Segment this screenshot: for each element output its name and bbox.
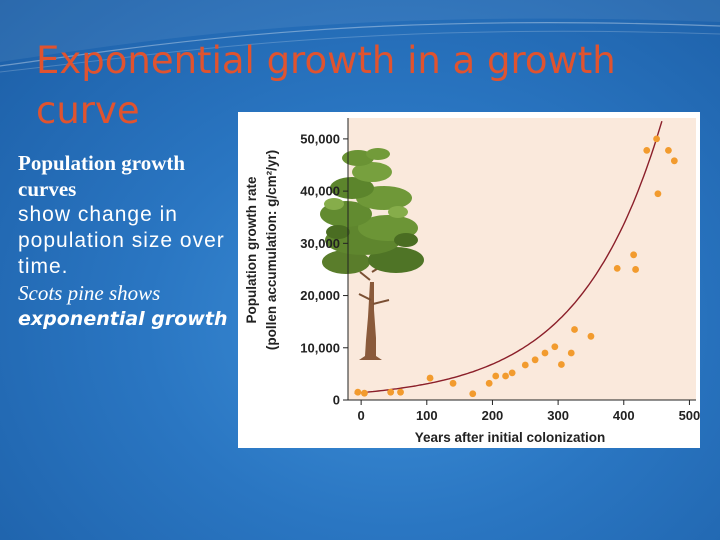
data-point: [613, 265, 621, 272]
y-tick-label: 50,000: [300, 131, 340, 146]
data-point: [670, 157, 678, 165]
data-point: [541, 349, 549, 357]
data-point: [643, 146, 651, 154]
data-point: [630, 251, 638, 259]
data-point: [426, 374, 434, 382]
y-tick-label: 40,000: [300, 184, 340, 199]
data-point: [361, 389, 368, 397]
data-point: [557, 361, 565, 368]
decorative-wave: [0, 0, 720, 73]
y-axis-label: Population growth rate: [244, 176, 259, 323]
bullet-example: Scots pine shows: [18, 281, 161, 305]
data-point: [567, 349, 575, 357]
data-point: [397, 388, 404, 396]
data-point: [387, 388, 395, 396]
bullet-heading: Population growth curves: [18, 151, 186, 201]
exponential-fit-curve: [354, 120, 663, 394]
chart-figure: 0 10,000 20,000 30,000 40,000 50,000 0 100 200 3…: [238, 112, 700, 448]
x-tick-label: 0: [358, 408, 365, 423]
x-tick-label: 400: [613, 408, 635, 423]
growth-chart: 0 10,000 20,000 30,000 40,000 50,000 0 100 200 3…: [244, 118, 700, 445]
data-point: [632, 266, 639, 273]
data-point: [587, 332, 595, 340]
data-point: [502, 372, 509, 380]
slide-title: Exponential growth in a growth curve: [36, 36, 636, 136]
data-point: [469, 390, 477, 398]
data-point: [449, 379, 457, 387]
data-point: [531, 356, 539, 364]
y-tick-label: 0: [333, 393, 340, 408]
data-point: [485, 379, 493, 387]
x-tick-label: 500: [679, 408, 700, 423]
data-point: [354, 388, 362, 396]
data-point: [654, 190, 662, 198]
x-tick-label: 100: [416, 408, 438, 423]
x-tick-label: 300: [547, 408, 569, 423]
slide-title-line1: Exponential growth in a growth: [36, 39, 616, 82]
bullet-body: show change in population size over time…: [18, 203, 225, 278]
y-tick-label: 10,000: [300, 340, 340, 355]
y-ticks: 0 10,000 20,000 30,000 40,000 50,000: [300, 131, 348, 408]
data-point: [653, 135, 661, 143]
bullet-emphasis: exponential growth: [18, 308, 228, 330]
bullet-text: Population growth curves show change in …: [18, 150, 228, 332]
x-tick-label: 200: [482, 408, 504, 423]
y-tick-label: 30,000: [300, 236, 340, 251]
pine-tree-illustration: [320, 148, 424, 360]
slide-title-line2: curve: [36, 89, 140, 132]
data-points: [354, 135, 678, 398]
x-axis-label: Years after initial colonization: [415, 430, 606, 445]
data-point: [508, 369, 516, 377]
data-point: [571, 326, 578, 333]
y-tick-label: 20,000: [300, 288, 340, 303]
data-point: [665, 146, 672, 154]
x-ticks: 0 100 200 300 400 500: [358, 400, 700, 423]
data-point: [492, 372, 500, 380]
y-axis-sublabel: (pollen accumulation: g/cm²/yr): [264, 150, 279, 350]
data-point: [551, 343, 559, 351]
data-point: [521, 361, 529, 369]
